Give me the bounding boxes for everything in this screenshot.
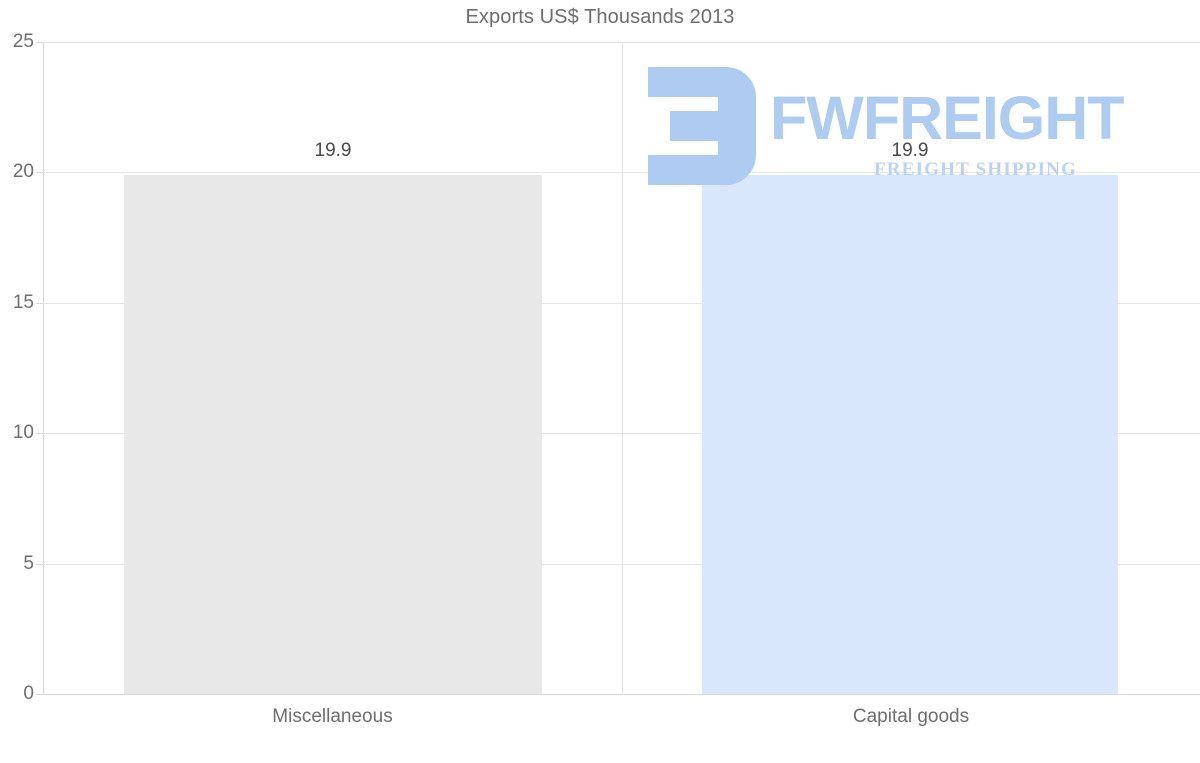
y-tick-mark [36,172,43,174]
y-tick-label: 20 [12,161,34,183]
bar-value-label-miscellaneous: 19.9 [314,140,352,161]
y-tick-mark [36,42,43,43]
y-tick-label: 5 [23,552,34,574]
x-axis-label-capital-goods: Capital goods [852,706,970,727]
gridline-horizontal [43,563,1200,565]
y-tick-mark [36,563,43,565]
bar-value-label-capital-goods: 19.9 [891,140,929,161]
y-axis-line [43,42,44,695]
bar-capital-goods[interactable] [702,175,1118,694]
x-axis-baseline [43,694,1200,695]
gridline-horizontal [43,172,1200,174]
x-axis-label-miscellaneous: Miscellaneous [272,706,393,727]
gridline-horizontal [43,433,1200,435]
plot-area [43,42,1200,695]
chart-title: Exports US$ Thousands 2013 [465,6,735,28]
y-tick-label: 25 [12,31,34,52]
y-tick-label: 10 [12,422,34,444]
y-tick-mark [36,433,43,435]
y-tick-label: 15 [12,291,34,313]
y-tick-label: 0 [23,683,34,704]
y-tick-mark [36,302,43,304]
bar-miscellaneous[interactable] [124,175,542,694]
gridline-vertical [622,42,623,694]
gridline-horizontal [43,42,1200,43]
gridline-horizontal [43,302,1200,304]
y-tick-mark [36,694,43,695]
